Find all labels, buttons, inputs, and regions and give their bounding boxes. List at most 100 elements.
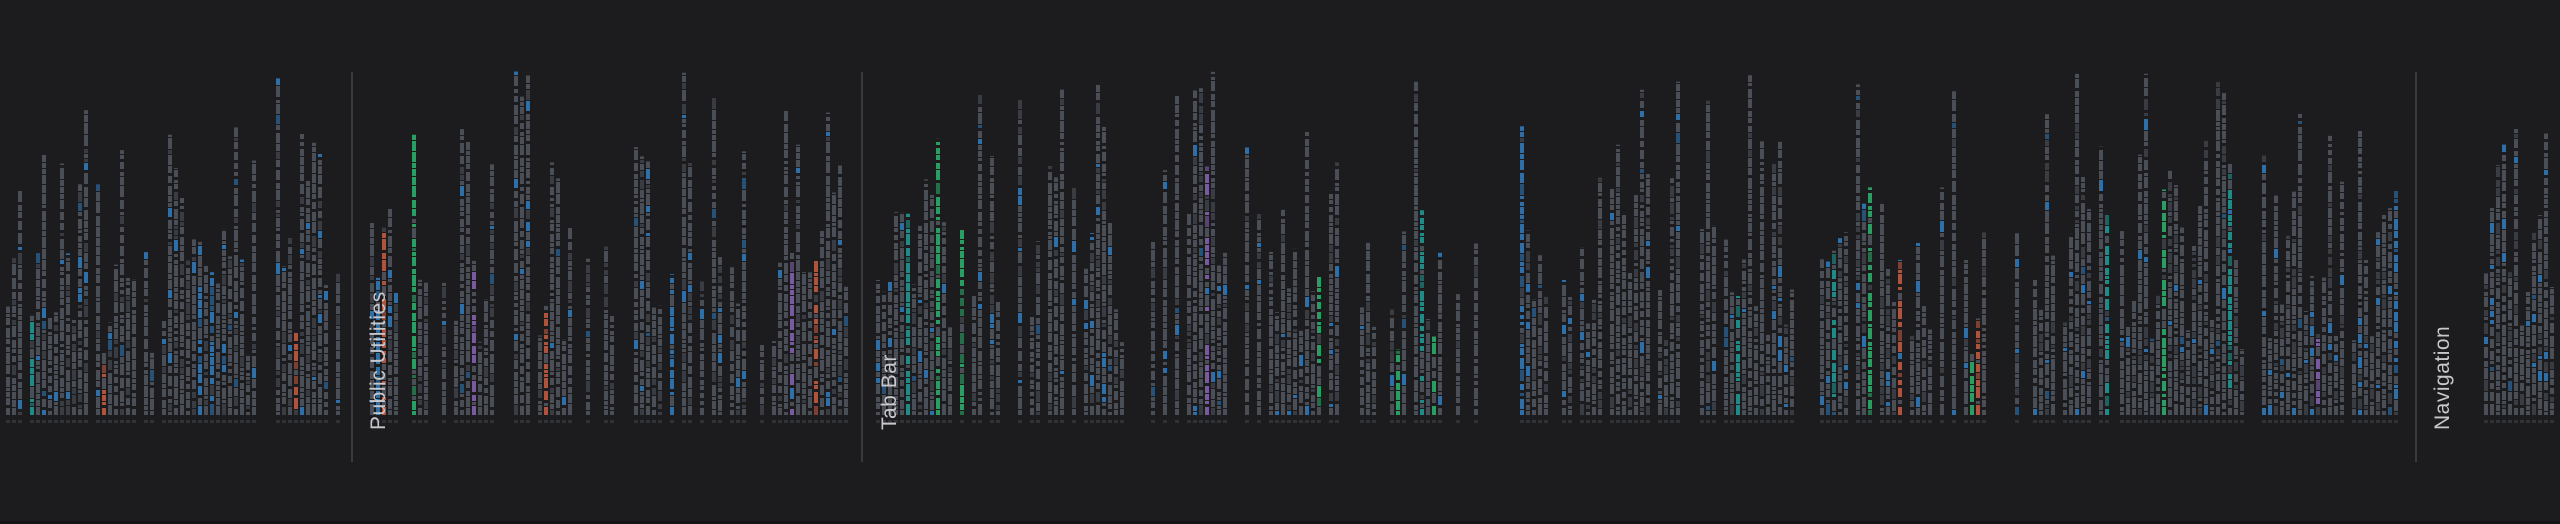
bar-segment (60, 407, 64, 415)
bar-segment (1598, 349, 1602, 359)
bar-segment (6, 388, 10, 391)
bar-segment (252, 246, 256, 252)
bar-segment (1151, 298, 1155, 302)
bar-segment (300, 376, 304, 387)
bar-segment (1187, 366, 1191, 371)
bar-segment (1432, 420, 1436, 423)
bar-segment (1090, 233, 1094, 234)
bar-segment (526, 405, 530, 415)
bar-segment (288, 247, 292, 254)
bar-segment (126, 282, 130, 285)
bar-segment (1856, 390, 1860, 396)
bar-segment (930, 277, 934, 287)
bar-segment (1211, 363, 1215, 369)
bar-segment (1257, 352, 1261, 357)
bar-segment (562, 420, 566, 423)
bar-segment (1245, 233, 1249, 241)
bar-segment (1616, 382, 1620, 386)
bar-segment (550, 176, 554, 184)
bar-segment (60, 350, 64, 353)
bar-segment (1096, 368, 1100, 374)
bar-segment (42, 351, 46, 359)
bar-segment (742, 399, 746, 402)
bar-segment (586, 375, 590, 380)
bar-segment (1784, 328, 1788, 334)
bar-segment (1018, 120, 1022, 124)
bar-segment (1366, 385, 1370, 392)
bar-segment (730, 420, 734, 423)
bar-segment (978, 151, 982, 157)
bar-segment (972, 337, 976, 342)
bar-segment (832, 329, 836, 335)
bar-segment (936, 183, 940, 194)
bar-segment (688, 323, 692, 333)
bar-segment (78, 409, 82, 415)
bar-segment (894, 410, 898, 415)
bar-segment (126, 341, 130, 348)
bar-segment (466, 397, 470, 407)
bar-segment (1335, 162, 1339, 166)
bar-segment (460, 136, 464, 140)
bar-segment (66, 286, 70, 290)
bar-segment (730, 291, 734, 301)
bar-segment (484, 388, 488, 393)
bar-segment (1862, 420, 1866, 423)
bar-segment (1072, 292, 1076, 298)
bar-segment (838, 269, 842, 276)
bar-segment (1048, 207, 1052, 212)
bar-segment (1598, 332, 1602, 339)
bar-segment (412, 186, 416, 197)
bar-segment (978, 268, 982, 271)
bar-segment (144, 352, 148, 362)
bar-segment (418, 408, 422, 415)
bar-segment (1205, 401, 1209, 404)
bar-segment (78, 320, 82, 330)
bar-segment (876, 290, 880, 293)
bar-segment (282, 268, 286, 271)
bar-segment (1048, 280, 1052, 289)
bar-segment (472, 395, 476, 401)
bar-segment (930, 221, 934, 232)
bar-segment (54, 347, 58, 353)
bar-segment (826, 124, 830, 131)
bar-segment (1151, 402, 1155, 408)
bar-segment (520, 275, 524, 279)
bar-segment (520, 366, 524, 374)
bar-segment (306, 208, 310, 213)
bar-segment (1311, 403, 1315, 408)
bar-segment (1402, 420, 1406, 423)
bar-segment (1269, 411, 1273, 415)
bar-segment (556, 249, 560, 256)
bar-segment (48, 350, 52, 360)
bar-segment (990, 420, 994, 423)
bar-segment (838, 377, 842, 382)
bar-segment (222, 271, 226, 274)
bar-segment (882, 351, 886, 355)
bar-segment (276, 251, 280, 262)
bar-segment (1096, 288, 1100, 291)
bar-segment (1538, 404, 1542, 415)
bar-segment (1030, 358, 1034, 362)
bar-segment (1199, 198, 1203, 203)
bar-segment (478, 346, 482, 349)
bar-segment (168, 280, 172, 289)
bar-segment (54, 356, 58, 364)
bar-segment (1646, 328, 1650, 337)
bar-segment (1438, 294, 1442, 304)
bar-segment (1844, 232, 1848, 233)
bar-segment (72, 370, 76, 380)
bar-segment (1275, 316, 1279, 319)
bar-segment (1420, 338, 1424, 343)
bar-segment (1724, 261, 1728, 268)
bar-segment (1187, 316, 1191, 324)
bar-segment (1790, 335, 1794, 340)
bar-segment (1223, 383, 1227, 392)
bar-segment (252, 223, 256, 232)
bar-segment (1676, 368, 1680, 379)
bar-segment (514, 296, 518, 300)
bar-segment (1287, 304, 1291, 312)
bar-segment (1772, 279, 1776, 285)
bar-segment (1664, 397, 1668, 407)
bar-segment (784, 312, 788, 318)
bar-segment (1018, 277, 1022, 286)
